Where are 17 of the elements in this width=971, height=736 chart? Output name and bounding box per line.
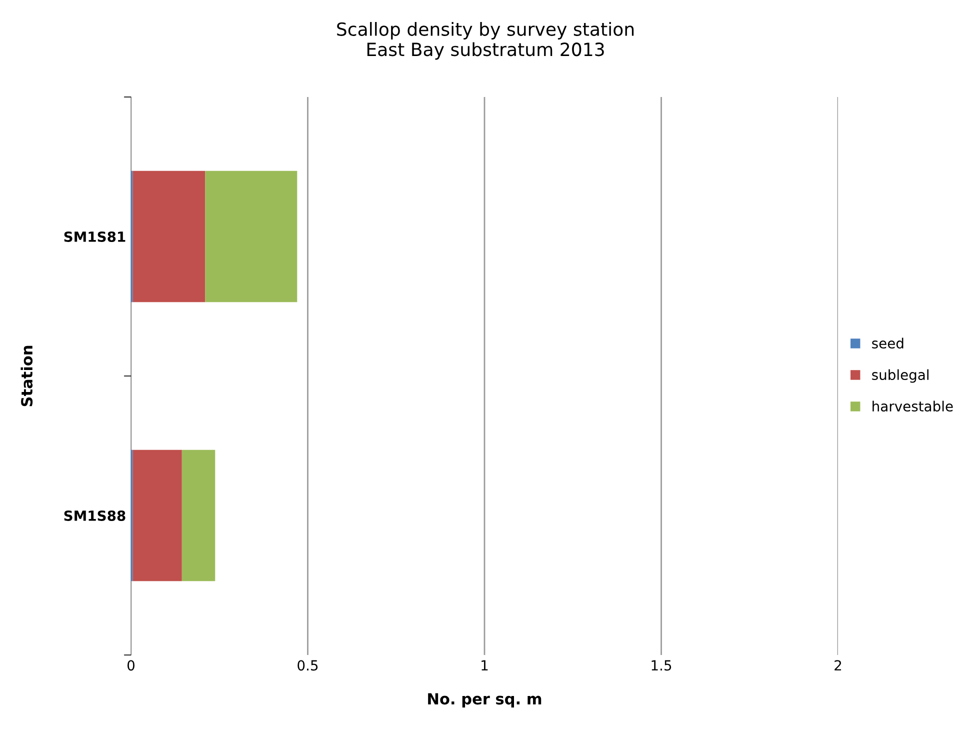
x-tick-label: 0 (127, 660, 134, 671)
y-axis-title: Station (20, 346, 33, 406)
legend-label: sublegal (872, 369, 928, 383)
y-tick-label: SM1S88 (64, 510, 126, 521)
legend-label: harvestable (872, 400, 953, 412)
x-tick-label: 1 (482, 660, 488, 670)
legend-label: seed (872, 338, 904, 349)
x-tick-label: 1.5 (652, 660, 672, 671)
y-tick-label: SM1S81 (64, 231, 126, 242)
x-axis-title: No. per sq. m (428, 693, 542, 708)
chart-title: Scallop density by survey station East Bay substratum 2013 (337, 22, 634, 60)
bar (132, 450, 182, 582)
bar (205, 170, 298, 302)
x-tick-label: 0.5 (298, 660, 318, 671)
bar (132, 170, 206, 302)
x-tick-label: 2 (834, 660, 842, 670)
bar (182, 450, 216, 582)
